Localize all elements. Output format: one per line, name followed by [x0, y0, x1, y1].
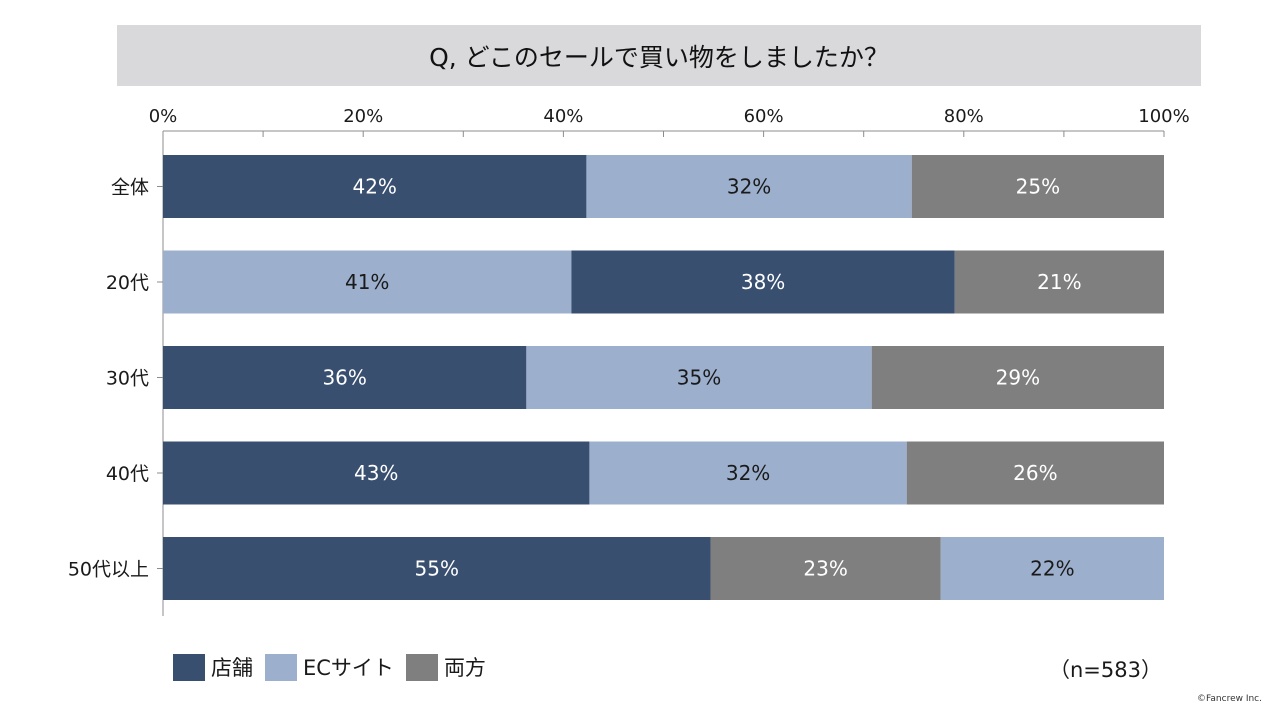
legend: 店舗 ECサイト 両方 [173, 652, 498, 682]
bar-segment [163, 537, 711, 600]
data-label: 26% [1013, 461, 1057, 485]
data-label: 32% [726, 461, 770, 485]
data-label: 55% [415, 557, 459, 581]
legend-swatch-ec-site [265, 653, 297, 681]
x-tick-label: 0% [149, 106, 178, 127]
axis-layer: 0% 20% 40% 60% 80% 100% 全体 20代 30代 40代 50代以上 [68, 106, 1190, 616]
data-label: 36% [322, 366, 366, 390]
legend-swatch-store [173, 653, 205, 681]
bar-segment [589, 441, 907, 505]
bar-segment [911, 155, 1164, 218]
legend-item-both: 両方 [405, 652, 486, 682]
data-label: 42% [352, 175, 396, 199]
bar-segment [163, 441, 590, 505]
chart-title: Q, どこのセールで買い物をしましたか？ [117, 25, 1201, 86]
category-label: 40代 [106, 463, 149, 485]
bar-segment [163, 250, 572, 314]
data-label: 35% [677, 366, 721, 390]
bar-segment [871, 346, 1164, 409]
x-tick-label: 100% [1138, 106, 1189, 127]
data-label: 22% [1030, 557, 1074, 581]
x-tick-label: 40% [543, 106, 583, 127]
bar-segment [163, 155, 587, 218]
data-label: 23% [803, 557, 847, 581]
x-tick-label: 80% [944, 106, 984, 127]
data-label: 38% [741, 270, 785, 294]
legend-item-store: 店舗 [173, 652, 253, 682]
bar-segment [526, 346, 872, 409]
category-label: 全体 [111, 177, 149, 199]
data-label: 32% [727, 175, 771, 199]
copyright-text: ©Fancrew Inc. [1197, 694, 1262, 704]
category-label: 20代 [106, 272, 149, 294]
category-label: 30代 [106, 368, 149, 390]
x-tick-label: 60% [744, 106, 784, 127]
bar-segment [906, 441, 1164, 505]
data-label: 41% [345, 270, 389, 294]
legend-label-both: 両方 [443, 656, 486, 680]
data-label: 25% [1016, 175, 1060, 199]
bar-segment [940, 537, 1164, 600]
sample-size-note: （n=583） [1049, 658, 1162, 682]
bar-segment [571, 250, 955, 314]
bar-segment [710, 537, 941, 600]
category-label: 50代以上 [68, 559, 149, 581]
bar-segment [586, 155, 912, 218]
legend-label-ec-site: ECサイト [303, 656, 394, 680]
legend-label-store: 店舗 [211, 656, 253, 680]
legend-item-ec-site: ECサイト [265, 652, 394, 682]
bar-segment [163, 346, 527, 409]
bar-segment [954, 250, 1164, 314]
data-label: 21% [1037, 270, 1081, 294]
x-tick-label: 20% [343, 106, 383, 127]
data-label: 43% [354, 461, 398, 485]
data-label: 29% [996, 366, 1040, 390]
bar-layer: 42% 32% 25% 41% 38% 21% 36% 35% 29% 43% 32% 26% 55% 2… [163, 155, 1164, 600]
legend-swatch-both [405, 653, 438, 681]
